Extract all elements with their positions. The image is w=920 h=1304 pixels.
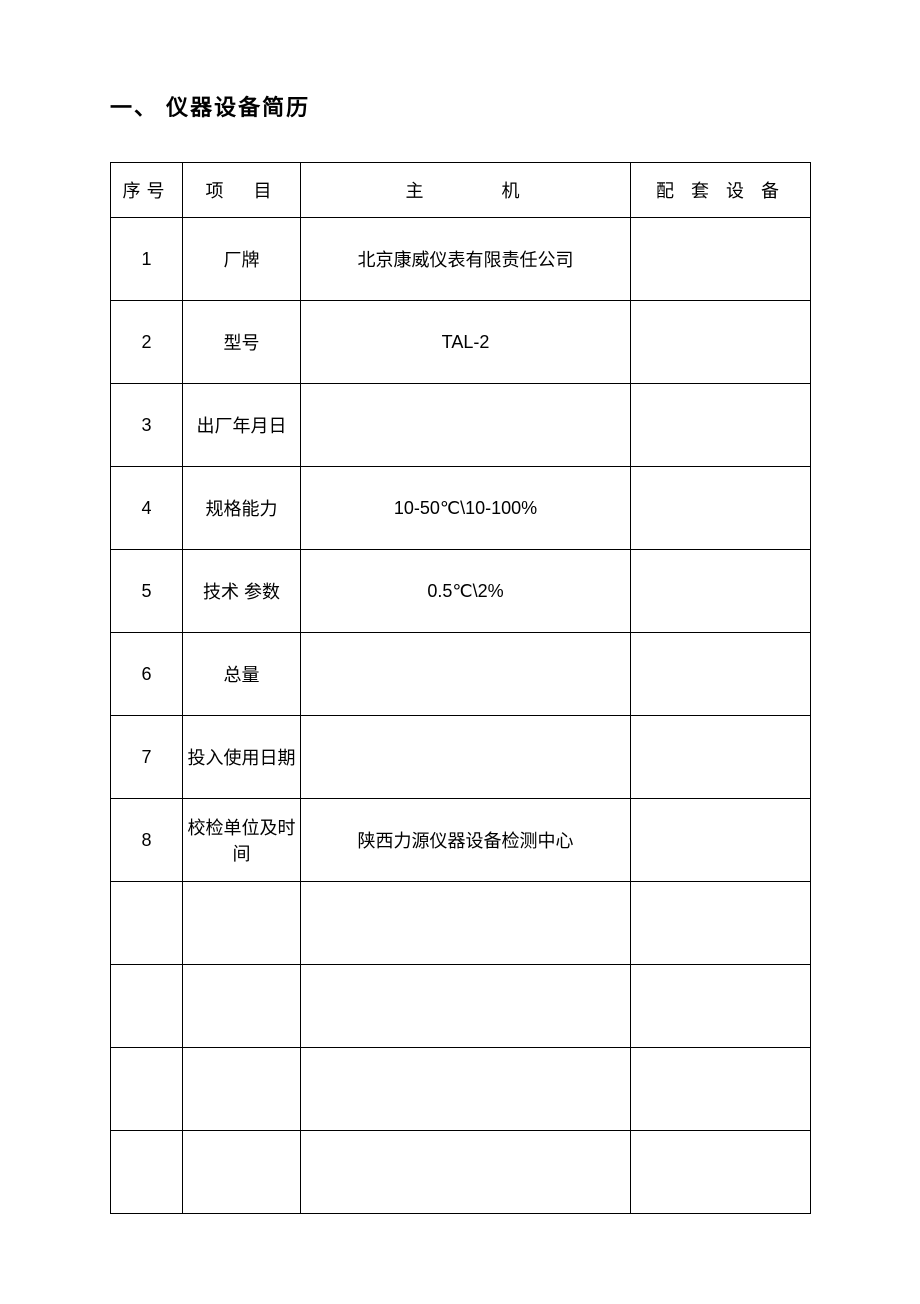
cell-seq: 8 [111, 799, 183, 882]
cell-item [183, 882, 301, 965]
cell-main [301, 716, 631, 799]
cell-main [301, 1131, 631, 1214]
header-aux: 配 套 设 备 [631, 163, 811, 218]
cell-aux [631, 301, 811, 384]
table-row: 8 校检单位及时间 陕西力源仪器设备检测中心 [111, 799, 811, 882]
cell-main: 陕西力源仪器设备检测中心 [301, 799, 631, 882]
cell-item: 校检单位及时间 [183, 799, 301, 882]
table-row: 1 厂牌 北京康威仪表有限责任公司 [111, 218, 811, 301]
table-row: 3 出厂年月日 [111, 384, 811, 467]
cell-seq: 6 [111, 633, 183, 716]
cell-aux [631, 384, 811, 467]
cell-seq [111, 1131, 183, 1214]
cell-item [183, 1131, 301, 1214]
cell-aux [631, 633, 811, 716]
cell-seq: 2 [111, 301, 183, 384]
cell-aux [631, 882, 811, 965]
cell-seq [111, 965, 183, 1048]
cell-seq: 4 [111, 467, 183, 550]
cell-aux [631, 467, 811, 550]
cell-item: 出厂年月日 [183, 384, 301, 467]
section-title: 一、 仪器设备简历 [110, 90, 810, 122]
cell-aux [631, 550, 811, 633]
cell-item: 厂牌 [183, 218, 301, 301]
table-row [111, 1048, 811, 1131]
cell-main [301, 882, 631, 965]
cell-item: 技术 参数 [183, 550, 301, 633]
cell-main: 北京康威仪表有限责任公司 [301, 218, 631, 301]
cell-item [183, 1048, 301, 1131]
cell-aux [631, 1048, 811, 1131]
cell-main: TAL-2 [301, 301, 631, 384]
cell-item: 规格能力 [183, 467, 301, 550]
table-header-row: 序号 项 目 主 机 配 套 设 备 [111, 163, 811, 218]
table-row: 4 规格能力 10-50℃\10-100% [111, 467, 811, 550]
table-row: 5 技术 参数 0.5℃\2% [111, 550, 811, 633]
cell-main [301, 965, 631, 1048]
cell-seq: 1 [111, 218, 183, 301]
cell-main [301, 1048, 631, 1131]
document-page: 一、 仪器设备简历 序号 项 目 主 机 配 套 设 备 1 厂牌 北京康威仪表… [0, 0, 920, 1304]
table-row: 6 总量 [111, 633, 811, 716]
table-row [111, 1131, 811, 1214]
cell-seq: 3 [111, 384, 183, 467]
cell-item: 型号 [183, 301, 301, 384]
cell-main: 10-50℃\10-100% [301, 467, 631, 550]
cell-aux [631, 218, 811, 301]
cell-main: 0.5℃\2% [301, 550, 631, 633]
cell-seq [111, 1048, 183, 1131]
cell-seq: 7 [111, 716, 183, 799]
cell-seq [111, 882, 183, 965]
header-seq: 序号 [111, 163, 183, 218]
cell-aux [631, 1131, 811, 1214]
cell-item [183, 965, 301, 1048]
table-row: 2 型号 TAL-2 [111, 301, 811, 384]
cell-item: 总量 [183, 633, 301, 716]
cell-aux [631, 716, 811, 799]
equipment-table: 序号 项 目 主 机 配 套 设 备 1 厂牌 北京康威仪表有限责任公司 2 型… [110, 162, 811, 1214]
cell-seq: 5 [111, 550, 183, 633]
cell-item: 投入使用日期 [183, 716, 301, 799]
table-row [111, 882, 811, 965]
cell-main [301, 384, 631, 467]
table-row [111, 965, 811, 1048]
cell-aux [631, 965, 811, 1048]
header-item: 项 目 [183, 163, 301, 218]
cell-aux [631, 799, 811, 882]
cell-main [301, 633, 631, 716]
table-row: 7 投入使用日期 [111, 716, 811, 799]
header-main: 主 机 [301, 163, 631, 218]
